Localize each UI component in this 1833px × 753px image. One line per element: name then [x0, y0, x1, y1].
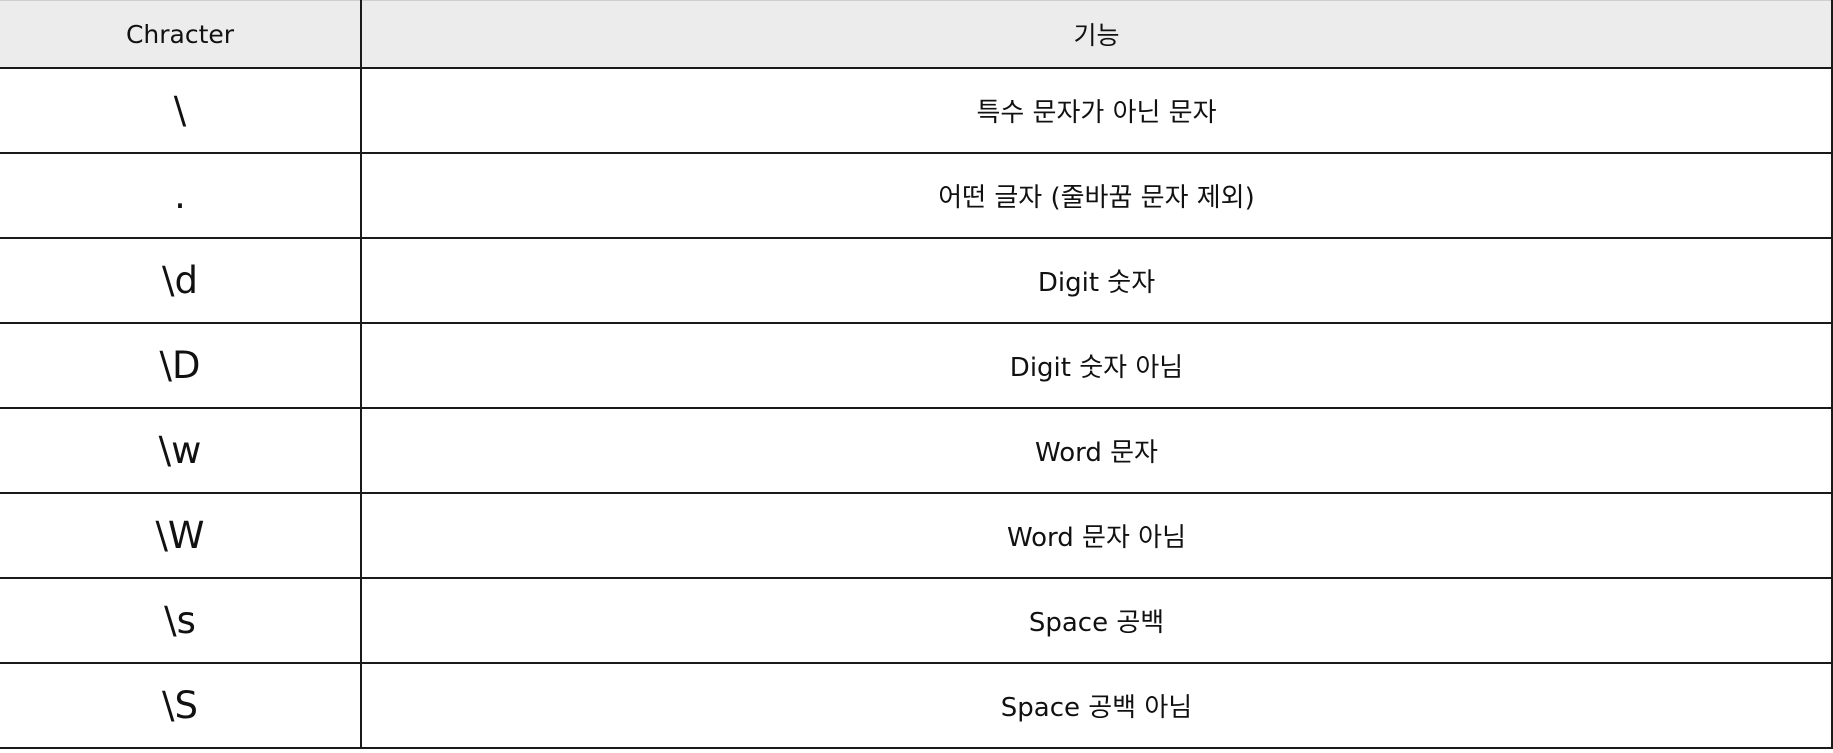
function-cell: Word 문자 — [360, 407, 1833, 494]
table-row: \d Digit 숫자 — [0, 237, 1833, 324]
table-header: Chracter 기능 — [0, 0, 1833, 69]
header-function: 기능 — [360, 0, 1833, 69]
function-cell: 어떤 글자 (줄바꿈 문자 제외) — [360, 152, 1833, 239]
character-cell: \d — [0, 237, 362, 324]
character-cell: \ — [0, 67, 362, 154]
header-character: Chracter — [0, 0, 362, 69]
table-body: \ 특수 문자가 아닌 문자 . 어떤 글자 (줄바꿈 문자 제외) \d Di… — [0, 67, 1833, 749]
function-cell: Digit 숫자 아님 — [360, 322, 1833, 409]
function-cell: Space 공백 — [360, 577, 1833, 664]
table-row: \W Word 문자 아님 — [0, 492, 1833, 579]
character-cell: \S — [0, 662, 362, 749]
function-cell: Digit 숫자 — [360, 237, 1833, 324]
table-row: . 어떤 글자 (줄바꿈 문자 제외) — [0, 152, 1833, 239]
table-row: \ 특수 문자가 아닌 문자 — [0, 67, 1833, 154]
character-cell: . — [0, 152, 362, 239]
function-cell: Word 문자 아님 — [360, 492, 1833, 579]
function-cell: 특수 문자가 아닌 문자 — [360, 67, 1833, 154]
function-cell: Space 공백 아님 — [360, 662, 1833, 749]
header-row: Chracter 기능 — [0, 0, 1833, 69]
table-row: \D Digit 숫자 아님 — [0, 322, 1833, 409]
table-row: \S Space 공백 아님 — [0, 662, 1833, 749]
table-row: \s Space 공백 — [0, 577, 1833, 664]
character-cell: \D — [0, 322, 362, 409]
character-cell: \W — [0, 492, 362, 579]
character-cell: \s — [0, 577, 362, 664]
table-row: \w Word 문자 — [0, 407, 1833, 494]
character-cell: \w — [0, 407, 362, 494]
